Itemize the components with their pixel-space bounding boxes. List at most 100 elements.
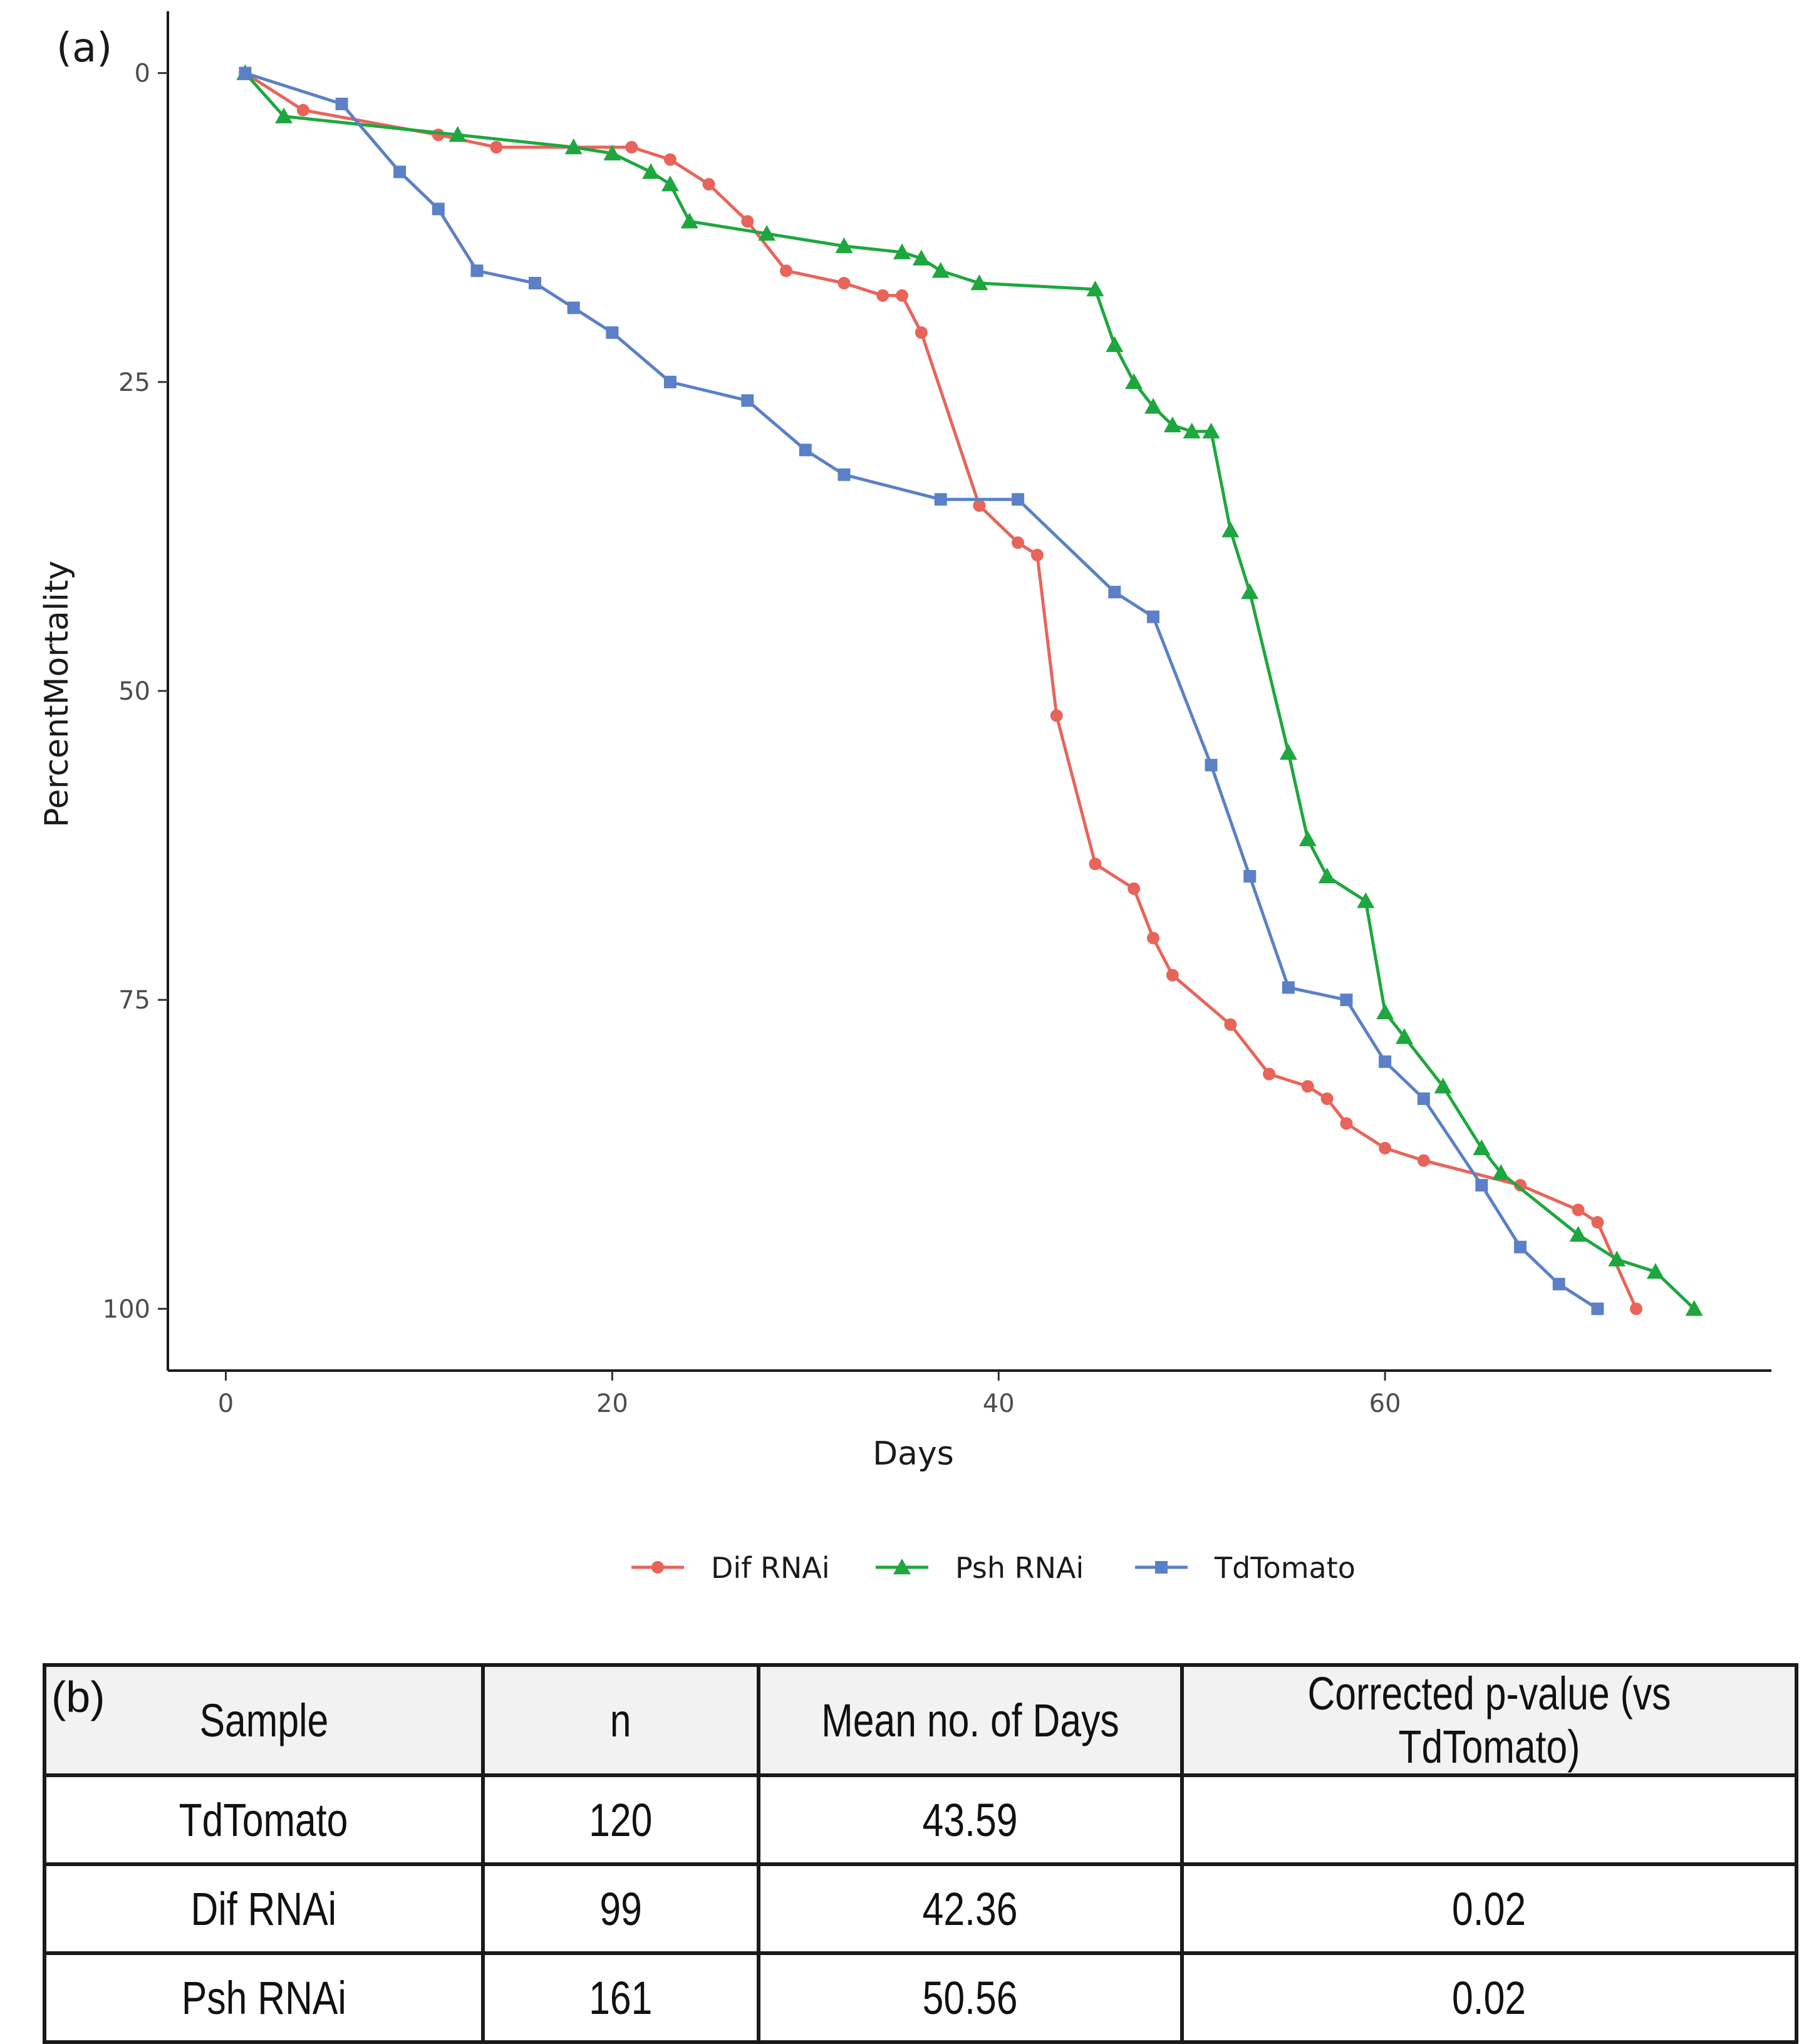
data-point-tdtomato (1282, 981, 1295, 994)
data-point-psh-rnai (1106, 336, 1124, 352)
data-point-dif-rnai (702, 178, 715, 191)
cell-n: 161 (481, 1951, 760, 2044)
mortality-chart: (a) 0 20 40 60 0 25 50 75 100 Days PercentMortal… (38, 11, 1771, 1585)
data-point-tdtomato (567, 301, 580, 314)
table-header-row: Sample n Mean no. of Days Corrected p-va… (43, 1663, 1798, 1777)
data-point-dif-rnai (1320, 1092, 1334, 1105)
data-point-tdtomato (1591, 1302, 1604, 1315)
data-point-tdtomato (1243, 869, 1257, 883)
data-point-tdtomato (663, 375, 676, 388)
data-point-psh-rnai (603, 144, 621, 161)
data-point-tdtomato (432, 202, 445, 215)
data-point-dif-rnai (896, 289, 909, 302)
y-tick-label: 75 (118, 986, 150, 1015)
data-point-psh-rnai (1434, 1077, 1452, 1094)
x-tick-label: 20 (596, 1389, 628, 1418)
cell-n: 120 (481, 1773, 760, 1866)
table-row: TdTomato 120 43.59 (43, 1773, 1798, 1866)
panel-a-label: (a) (56, 25, 112, 71)
data-point-dif-rnai (1417, 1154, 1430, 1167)
data-point-tdtomato (335, 97, 348, 110)
legend-label-dif-rnai: Dif RNAi (711, 1551, 830, 1585)
data-point-psh-rnai (1376, 1003, 1394, 1020)
series-line-psh-rnai (244, 71, 1696, 1310)
data-point-dif-rnai (1379, 1141, 1392, 1154)
data-point-dif-rnai (1166, 968, 1179, 982)
cell-p: 0.02 (1180, 1862, 1798, 1955)
data-point-psh-rnai (835, 237, 853, 254)
data-point-dif-rnai (1030, 549, 1044, 561)
cell-n: 99 (481, 1862, 760, 1955)
data-point-tdtomato (934, 493, 947, 506)
data-point-tdtomato (1147, 610, 1160, 623)
data-point-dif-rnai (915, 326, 928, 339)
data-point-dif-rnai (1263, 1067, 1276, 1081)
data-point-dif-rnai (1514, 1179, 1527, 1192)
data-point-tdtomato (1340, 993, 1353, 1007)
data-point-dif-rnai (876, 289, 889, 302)
data-point-psh-rnai (448, 126, 467, 142)
y-tick-label: 0 (135, 60, 150, 88)
series-tdtomato (239, 66, 1604, 1315)
data-point-dif-rnai (779, 264, 792, 278)
legend-label-psh-rnai: Psh RNAi (955, 1551, 1084, 1585)
x-tick-label: 0 (218, 1389, 234, 1418)
data-point-psh-rnai (1608, 1250, 1626, 1267)
data-point-psh-rnai (680, 212, 698, 229)
data-point-psh-rnai (1163, 416, 1181, 433)
data-point-psh-rnai (1685, 1300, 1703, 1316)
data-point-psh-rnai (564, 138, 583, 155)
panel-b-label: (b) (51, 1673, 105, 1721)
data-point-psh-rnai (912, 249, 930, 266)
data-point-dif-rnai (1050, 709, 1063, 722)
data-point-psh-rnai (1569, 1226, 1587, 1242)
cell-sample: Dif RNAi (43, 1862, 485, 1955)
data-point-psh-rnai (893, 243, 911, 259)
data-point-psh-rnai (1395, 1028, 1413, 1044)
header-mean-days: Mean no. of Days (757, 1663, 1184, 1777)
cell-sample: TdTomato (43, 1773, 485, 1866)
data-point-psh-rnai (1221, 521, 1240, 537)
cell-p: 0.02 (1180, 1951, 1798, 2044)
data-point-dif-rnai (1128, 882, 1141, 895)
data-point-psh-rnai (970, 274, 988, 291)
data-point-tdtomato (470, 264, 484, 278)
data-point-dif-rnai (1591, 1216, 1604, 1229)
header-n: n (481, 1663, 760, 1777)
data-point-tdtomato (239, 66, 252, 80)
cell-mean: 43.59 (757, 1773, 1184, 1866)
data-point-dif-rnai (1630, 1302, 1643, 1315)
data-point-psh-rnai (1646, 1263, 1664, 1279)
data-point-dif-rnai (1572, 1203, 1585, 1217)
legend-marker-dif-rnai (651, 1561, 664, 1574)
data-point-tdtomato (1475, 1179, 1488, 1192)
axes: 0 20 40 60 0 25 50 75 100 (103, 11, 1771, 1418)
data-point-dif-rnai (625, 141, 638, 153)
data-point-tdtomato (1552, 1277, 1565, 1290)
x-tick-label: 40 (983, 1389, 1015, 1418)
data-point-tdtomato (606, 326, 619, 339)
legend-marker-tdtomato (1155, 1561, 1168, 1574)
data-point-tdtomato (529, 277, 542, 289)
data-point-psh-rnai (1473, 1139, 1491, 1156)
cell-sample: Psh RNAi (43, 1951, 485, 2044)
data-point-dif-rnai (296, 103, 309, 117)
data-point-psh-rnai (1318, 867, 1336, 884)
data-point-tdtomato (1108, 586, 1121, 599)
data-point-psh-rnai (1086, 280, 1104, 297)
table-row: Psh RNAi 161 50.56 0.02 (43, 1951, 1798, 2044)
data-point-psh-rnai (1202, 422, 1220, 438)
header-sample: Sample (43, 1663, 485, 1777)
data-point-dif-rnai (432, 128, 445, 142)
x-tick-label: 60 (1369, 1389, 1401, 1418)
data-point-psh-rnai (275, 107, 293, 123)
series-line-dif-rnai (244, 71, 1638, 1310)
legend: Dif RNAi Psh RNAi TdTomato (631, 1551, 1356, 1585)
data-point-dif-rnai (663, 153, 676, 166)
series-line-tdtomato (244, 71, 1599, 1310)
y-axis-title: PercentMortality (38, 561, 76, 827)
data-point-tdtomato (799, 444, 812, 457)
data-point-psh-rnai (758, 225, 776, 241)
y-tick-label: 100 (103, 1295, 150, 1324)
x-axis-title: Days (873, 1435, 954, 1473)
